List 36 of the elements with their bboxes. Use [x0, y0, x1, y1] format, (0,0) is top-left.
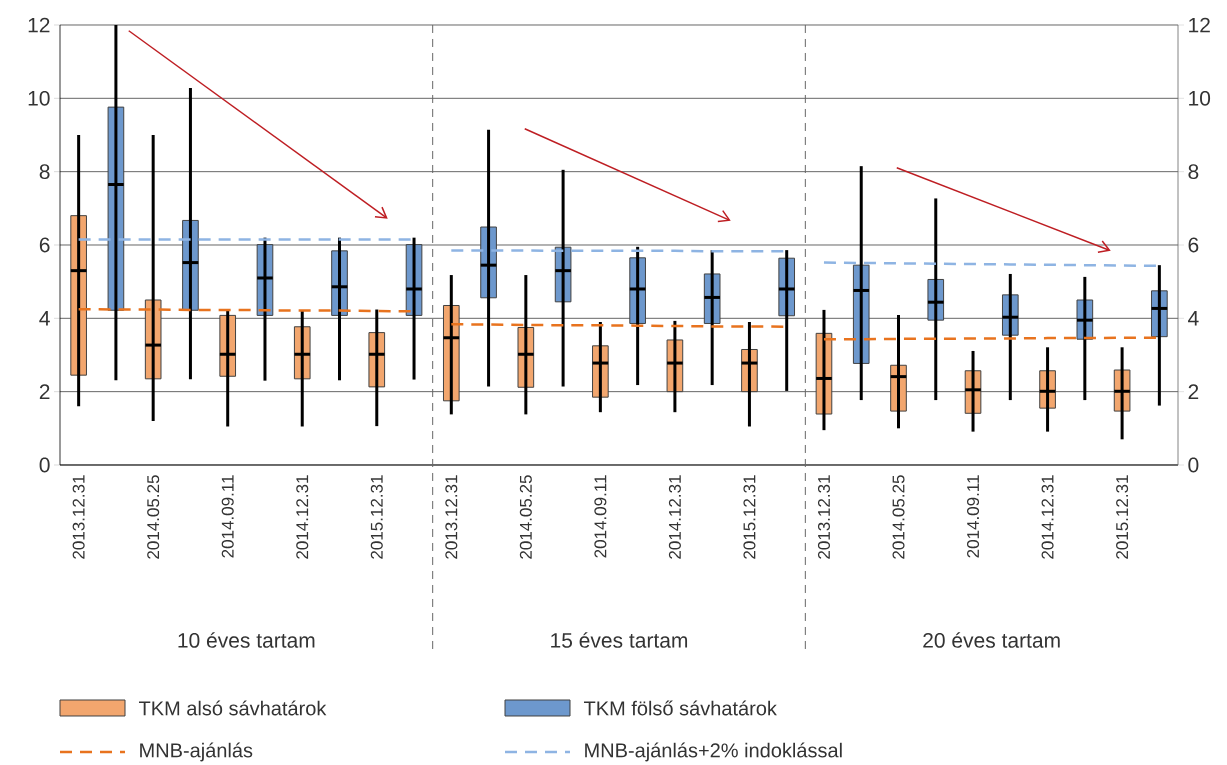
- x-tick-label: 2014.09.11: [594, 475, 607, 558]
- text: 20 éves tartam: [923, 632, 1060, 648]
- x-tick-label: 2014.12.31: [296, 475, 309, 559]
- text: 10 éves tartam: [178, 632, 315, 648]
- y2-tick-label: 12: [28, 17, 50, 33]
- x-tick-label: 2014.09.11: [967, 475, 980, 558]
- y-tick-label: 10: [1189, 90, 1211, 106]
- x-tick-label: 2014.05.25: [892, 475, 905, 559]
- y-tick-label: 6: [1188, 237, 1199, 253]
- x-tick-label: 2014.09.11: [221, 475, 234, 558]
- y2-tick-label: 2: [39, 384, 50, 399]
- y-tick-label: 12: [1189, 17, 1210, 33]
- y2-tick-label: 8: [39, 164, 50, 180]
- y-tick-label: 8: [1188, 164, 1199, 180]
- x-tick-label: 2015.12.31: [370, 475, 383, 559]
- y2-tick-label: 6: [39, 237, 50, 253]
- text: 15 éves tartam: [551, 632, 688, 648]
- legend-label: TKM fölső sávhatárok: [583, 700, 777, 716]
- y-tick-label: 0: [1188, 457, 1199, 473]
- x-tick-label: 2015.12.31: [1116, 475, 1129, 559]
- y2-tick-label: 0: [39, 457, 50, 473]
- legend-label: MNB-ajánlás: [140, 742, 253, 762]
- legend-label: TKM alsó sávhatárok: [139, 700, 327, 716]
- y2-tick-label: 4: [39, 311, 50, 326]
- x-tick-label: 2014.05.25: [519, 475, 532, 559]
- y-tick-label: 2: [1188, 384, 1199, 399]
- x-tick-label: 2014.12.31: [668, 475, 681, 559]
- x-tick-label: 2013.12.31: [445, 475, 458, 559]
- y-tick-label: 4: [1188, 311, 1199, 326]
- x-tick-label: 2013.12.31: [72, 475, 85, 559]
- x-tick-label: 2014.05.25: [147, 475, 160, 559]
- x-tick-label: 2014.12.31: [1041, 475, 1054, 559]
- x-tick-label: 2015.12.31: [743, 475, 756, 559]
- x-tick-label: 2013.12.31: [817, 475, 830, 559]
- y2-tick-label: 10: [28, 90, 50, 106]
- legend-label: MNB-ajánlás+2% indoklással: [585, 742, 842, 762]
